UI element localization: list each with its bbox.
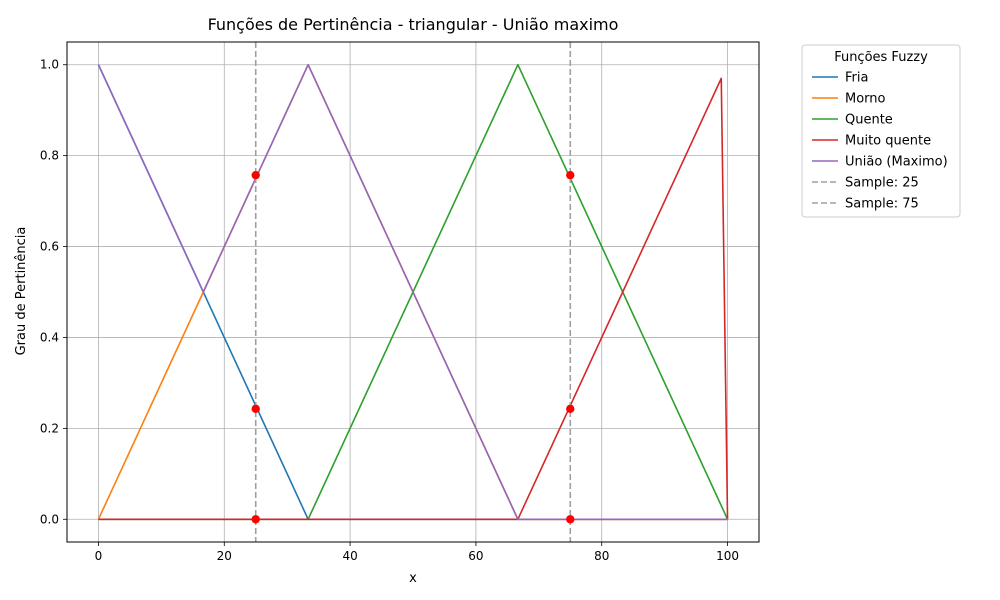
legend-item: Quente <box>812 113 893 128</box>
y-tick-label: 0.4 <box>40 330 59 344</box>
legend-label: Morno <box>845 92 886 107</box>
x-axis-label: x <box>409 571 417 586</box>
x-tick-label: 60 <box>468 549 483 563</box>
plot-frame <box>66 41 760 543</box>
legend-item: Sample: 75 <box>812 197 919 212</box>
y-tick-label: 1.0 <box>40 58 59 72</box>
y-axis-label: Grau de Pertinência <box>14 227 29 356</box>
x-tick-label: 40 <box>342 549 357 563</box>
x-tick-label: 0 <box>95 549 103 563</box>
legend-label: União (Maximo) <box>845 155 948 170</box>
legend-label: Fria <box>845 71 868 86</box>
series-line-uni-o-maximo <box>97 63 728 521</box>
sample-point <box>566 170 575 180</box>
x-tick-label: 20 <box>217 549 232 563</box>
y-tick-label: 0.2 <box>40 421 59 435</box>
y-tick-label: 0.6 <box>40 240 59 254</box>
chart-title: Funções de Pertinência - triangular - Un… <box>208 15 619 34</box>
legend-box <box>801 44 961 218</box>
sample-point <box>566 515 575 524</box>
axis-ticks: 0 20 40 60 80 100 0.0 0.2 0.4 0.6 0.8 1.0 <box>40 58 739 563</box>
plot-data <box>97 42 729 542</box>
legend-item: Fria <box>812 71 868 86</box>
sample-point <box>251 515 260 524</box>
x-tick-label: 80 <box>594 549 609 563</box>
legend-title: Funções Fuzzy <box>834 50 928 65</box>
legend-label: Sample: 75 <box>845 197 919 212</box>
y-tick-label: 0.0 <box>40 512 59 526</box>
legend: Funções Fuzzy Fria Morno Quente Muito quent… <box>801 44 961 218</box>
sample-point <box>566 404 575 414</box>
legend-item: Morno <box>812 92 886 107</box>
legend-label: Muito quente <box>845 134 931 149</box>
y-tick-label: 0.8 <box>40 149 59 163</box>
legend-label: Quente <box>845 113 893 128</box>
sample-point <box>251 170 260 180</box>
x-tick-label: 100 <box>716 549 739 563</box>
legend-item: Sample: 25 <box>812 176 919 191</box>
legend-items: Fria Morno Quente Muito quente União (Maximo… <box>812 71 948 212</box>
legend-label: Sample: 25 <box>845 176 919 191</box>
legend-item: União (Maximo) <box>812 155 948 170</box>
series-line-muito-quente <box>98 77 729 521</box>
legend-item: Muito quente <box>812 134 931 149</box>
sample-point <box>251 404 260 414</box>
